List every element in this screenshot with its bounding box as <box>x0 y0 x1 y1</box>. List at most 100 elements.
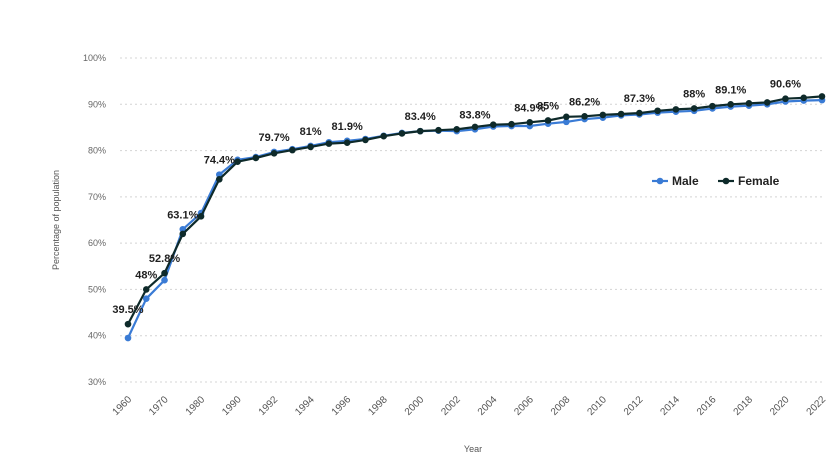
legend[interactable]: Male Female <box>652 174 780 188</box>
point-female-1994[interactable] <box>307 143 314 151</box>
data-label-2006: 84.9% <box>514 102 545 114</box>
data-label-2007: 85% <box>537 100 559 112</box>
x-tick-1992: 1992 <box>257 394 281 418</box>
x-tick-2010: 2010 <box>585 394 609 418</box>
data-label-2012: 87.3% <box>624 93 655 105</box>
y-tick-70: 70% <box>88 192 106 202</box>
point-female-2005[interactable] <box>508 120 515 128</box>
y-tick-40: 40% <box>88 331 106 341</box>
point-female-2020[interactable] <box>782 95 789 103</box>
point-female-2016[interactable] <box>709 102 716 110</box>
data-label-1970: 52.8% <box>149 253 180 265</box>
point-male-1965[interactable] <box>142 295 150 302</box>
point-female-1993[interactable] <box>289 146 296 154</box>
point-female-2004[interactable] <box>489 121 497 128</box>
legend-label-female: Female <box>738 174 780 188</box>
x-tick-2020: 2020 <box>768 394 792 418</box>
data-label-2003: 83.8% <box>459 109 490 121</box>
point-female-2000[interactable] <box>416 127 424 135</box>
x-tick-1996: 1996 <box>330 394 354 418</box>
x-tick-2004: 2004 <box>476 394 500 418</box>
point-female-2008[interactable] <box>563 113 570 121</box>
point-male-1960[interactable] <box>124 334 132 342</box>
point-female-1999[interactable] <box>398 130 406 137</box>
x-axis-ticks: 1960 1970 1980 1990 1992 1994 1996 1998 2000 2002… <box>111 394 827 418</box>
point-female-2003[interactable] <box>471 123 479 131</box>
point-female-1960[interactable] <box>124 320 132 328</box>
x-tick-2022: 2022 <box>805 394 827 418</box>
y-tick-80: 80% <box>88 146 106 156</box>
gridlines <box>120 57 822 383</box>
legend-item-male[interactable]: Male <box>652 174 699 188</box>
y-tick-100: 100% <box>83 53 106 63</box>
y-tick-60: 60% <box>88 238 106 248</box>
point-female-1991[interactable] <box>252 154 260 162</box>
point-female-2009[interactable] <box>581 113 588 120</box>
series-line-male <box>127 99 823 339</box>
data-label-1985: 74.4% <box>204 155 235 167</box>
legend-label-male: Male <box>672 174 699 188</box>
point-female-1980[interactable] <box>197 212 205 220</box>
x-tick-2016: 2016 <box>695 394 719 418</box>
point-female-2022[interactable] <box>818 93 826 100</box>
point-female-2007[interactable] <box>544 117 552 124</box>
data-label-2015: 88% <box>683 88 705 100</box>
point-female-2018[interactable] <box>745 100 753 107</box>
legend-item-female[interactable]: Female <box>718 174 780 188</box>
point-female-1990[interactable] <box>234 158 241 165</box>
point-female-2006[interactable] <box>526 119 534 126</box>
point-female-1970[interactable] <box>161 269 168 277</box>
point-female-1985[interactable] <box>216 175 223 183</box>
point-male-2008[interactable] <box>563 118 570 126</box>
point-female-1965[interactable] <box>142 286 150 293</box>
data-label-1994: 81% <box>300 126 322 138</box>
data-label-2009: 86.2% <box>569 96 600 108</box>
x-tick-2014: 2014 <box>659 394 683 418</box>
point-female-1995[interactable] <box>325 140 333 147</box>
legend-marker-female <box>718 177 734 185</box>
x-tick-1970: 1970 <box>147 394 171 418</box>
x-tick-2000: 2000 <box>403 394 427 418</box>
y-tick-50: 50% <box>88 284 106 294</box>
point-female-2013[interactable] <box>654 107 661 115</box>
data-label-2000: 83.4% <box>405 111 436 123</box>
point-female-1997[interactable] <box>362 136 369 144</box>
y-tick-30: 30% <box>88 377 106 387</box>
point-female-1998[interactable] <box>380 132 387 140</box>
y-axis-title: Percentage of population <box>51 170 61 270</box>
point-female-2015[interactable] <box>690 105 698 112</box>
point-female-2012[interactable] <box>636 109 643 117</box>
point-female-2011[interactable] <box>617 110 625 118</box>
point-female-2019[interactable] <box>763 99 771 106</box>
x-tick-2012: 2012 <box>622 394 646 418</box>
point-female-1996[interactable] <box>343 139 351 147</box>
point-male-1970[interactable] <box>161 276 168 284</box>
series-male <box>124 96 826 342</box>
point-female-2021[interactable] <box>800 94 808 102</box>
data-label-1965: 48% <box>135 269 157 281</box>
x-tick-1998: 1998 <box>366 394 390 418</box>
data-label-2017: 89.1% <box>715 84 746 96</box>
data-label-1992: 79.7% <box>259 132 290 144</box>
x-tick-2008: 2008 <box>549 394 573 418</box>
point-female-2010[interactable] <box>599 111 607 119</box>
y-axis-ticks: 30% 40% 50% 60% 70% 80% 90% 100% <box>83 53 106 387</box>
point-female-2001[interactable] <box>435 126 442 134</box>
data-label-2020: 90.6% <box>770 79 801 91</box>
x-tick-2002: 2002 <box>439 394 463 418</box>
point-female-1975[interactable] <box>179 230 187 238</box>
data-label-1960: 39.5% <box>112 304 143 316</box>
data-label-1996: 81.9% <box>332 121 363 133</box>
point-female-2014[interactable] <box>672 106 680 113</box>
x-tick-1980: 1980 <box>184 394 208 418</box>
point-female-1992[interactable] <box>270 150 278 157</box>
x-tick-2018: 2018 <box>732 394 756 418</box>
point-female-2002[interactable] <box>453 125 461 133</box>
legend-marker-male <box>652 177 668 185</box>
x-tick-1994: 1994 <box>293 394 317 418</box>
x-axis-title: Year <box>464 444 482 453</box>
data-label-1975: 63.1% <box>167 209 198 221</box>
point-female-2017[interactable] <box>727 100 734 108</box>
data-labels: 39.5% 48% 52.8% 63.1% 74.4% 79.7% 81% 81.9% 83.4… <box>112 79 801 316</box>
